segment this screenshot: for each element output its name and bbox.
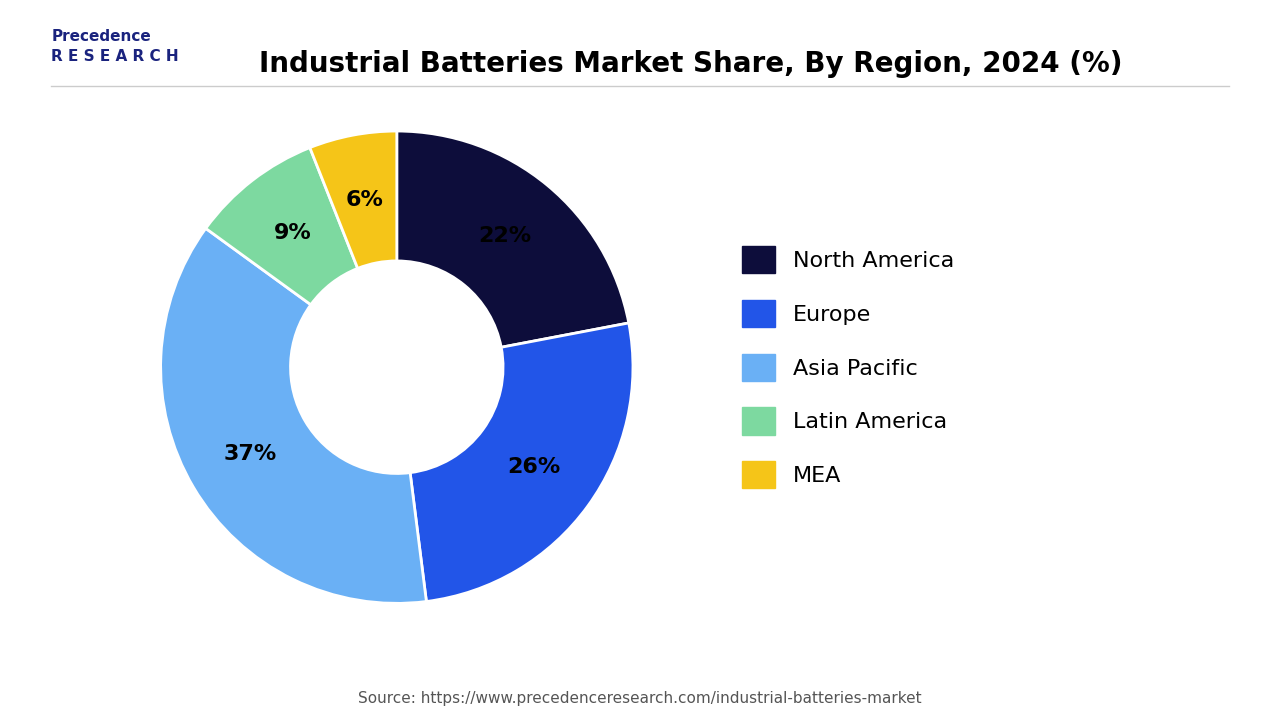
Text: 37%: 37% [224, 444, 276, 464]
Text: Source: https://www.precedenceresearch.com/industrial-batteries-market: Source: https://www.precedenceresearch.c… [358, 690, 922, 706]
Legend: North America, Europe, Asia Pacific, Latin America, MEA: North America, Europe, Asia Pacific, Lat… [732, 237, 963, 498]
Text: 6%: 6% [346, 190, 384, 210]
Wedge shape [397, 131, 628, 347]
Wedge shape [410, 323, 632, 601]
Text: 26%: 26% [508, 457, 561, 477]
Wedge shape [161, 228, 426, 603]
Text: 9%: 9% [274, 223, 311, 243]
Text: Industrial Batteries Market Share, By Region, 2024 (%): Industrial Batteries Market Share, By Re… [260, 50, 1123, 78]
Text: Precedence
R E S E A R C H: Precedence R E S E A R C H [51, 29, 179, 63]
Text: 22%: 22% [479, 226, 531, 246]
Wedge shape [310, 131, 397, 269]
Wedge shape [206, 148, 357, 305]
